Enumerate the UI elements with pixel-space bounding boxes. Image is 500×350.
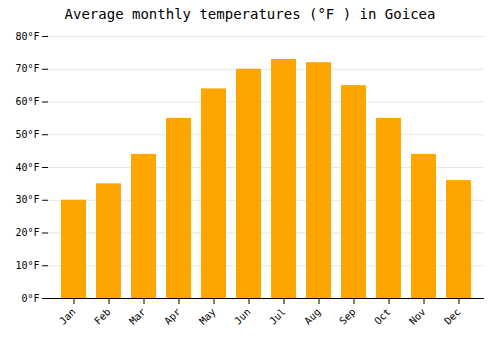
- svg-text:Dec: Dec: [442, 306, 463, 327]
- svg-text:May: May: [197, 306, 218, 327]
- svg-text:10°F: 10°F: [15, 260, 39, 271]
- svg-text:Apr: Apr: [162, 306, 183, 327]
- svg-text:Jul: Jul: [267, 306, 288, 327]
- svg-text:40°F: 40°F: [15, 162, 39, 173]
- svg-text:Mar: Mar: [127, 306, 148, 327]
- svg-text:30°F: 30°F: [15, 194, 39, 205]
- svg-text:50°F: 50°F: [15, 129, 39, 140]
- svg-text:20°F: 20°F: [15, 227, 39, 238]
- svg-text:Nov: Nov: [407, 306, 428, 327]
- svg-text:Sep: Sep: [337, 306, 358, 327]
- svg-text:Feb: Feb: [92, 306, 113, 327]
- svg-text:70°F: 70°F: [15, 63, 39, 74]
- svg-text:Jun: Jun: [232, 306, 253, 327]
- html-text:Average monthly temperatures (: Average monthly temperatures (°F ) in Go…: [64, 6, 436, 22]
- svg-text:80°F: 80°F: [15, 31, 39, 42]
- svg-text:Jan: Jan: [57, 306, 78, 327]
- svg-text:Oct: Oct: [372, 306, 393, 327]
- svg-text:Aug: Aug: [302, 306, 323, 327]
- svg-text:0°F: 0°F: [21, 293, 39, 304]
- svg-text:60°F: 60°F: [15, 96, 39, 107]
